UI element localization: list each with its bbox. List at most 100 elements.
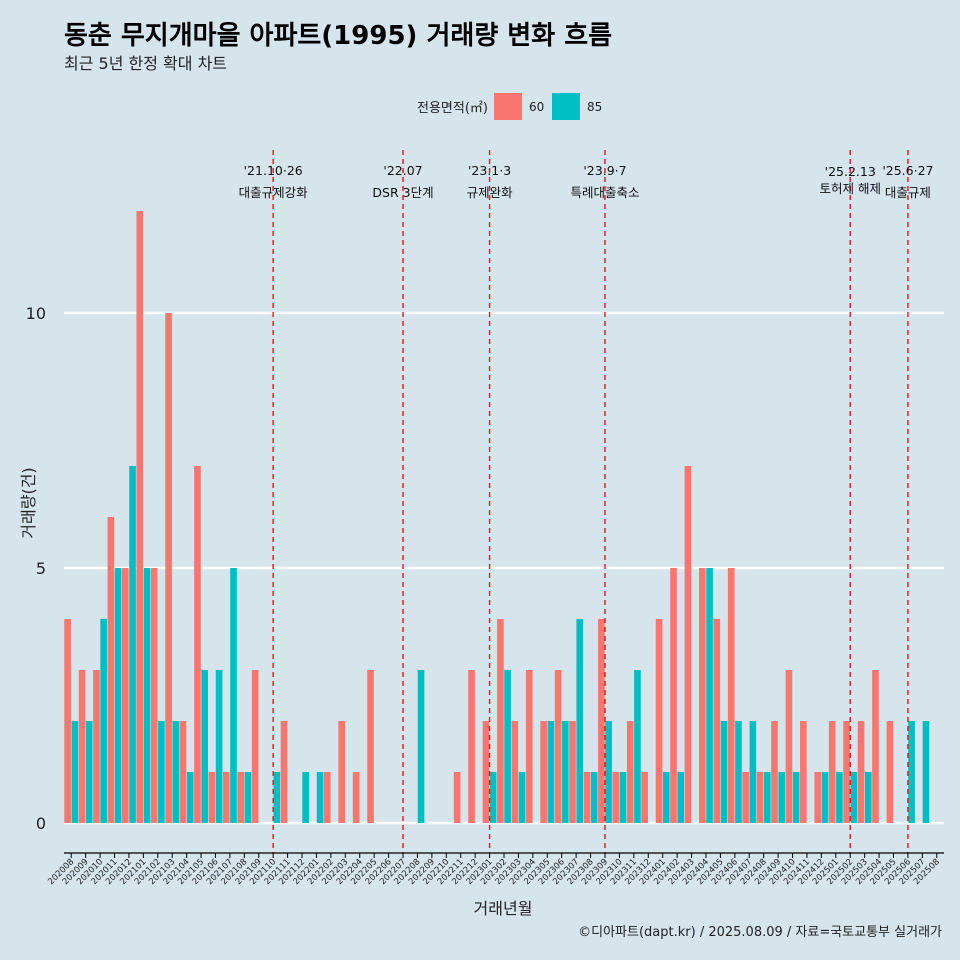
bar-85-202010 bbox=[100, 619, 107, 823]
bar-85-202502 bbox=[850, 772, 858, 823]
bar-60-202405 bbox=[713, 619, 721, 823]
bar-85-202008 bbox=[71, 721, 79, 823]
bar-60-202502 bbox=[843, 721, 850, 823]
bar-60-202311 bbox=[626, 721, 634, 823]
bar-85-202404 bbox=[706, 568, 713, 823]
bar-85-202402 bbox=[677, 772, 685, 823]
bar-85-202409 bbox=[778, 772, 786, 823]
bar-85-202311 bbox=[634, 670, 641, 823]
bar-60-202212 bbox=[468, 670, 475, 823]
bar-85-202301 bbox=[489, 772, 497, 823]
bar-60-202012 bbox=[122, 568, 129, 823]
bar-60-202303 bbox=[511, 721, 519, 823]
bar-60-202306 bbox=[554, 670, 562, 823]
bar-60-202308 bbox=[583, 772, 591, 823]
bar-85-202302 bbox=[504, 670, 511, 823]
bar-60-202301 bbox=[482, 721, 490, 823]
bar-60-202010 bbox=[93, 670, 100, 823]
bar-85-202308 bbox=[590, 772, 598, 823]
legend-label-85: 85 bbox=[587, 100, 602, 114]
bar-60-202211 bbox=[453, 772, 461, 823]
bar-60-202009 bbox=[78, 670, 86, 823]
bar-85-202011 bbox=[114, 568, 122, 823]
bar-85-202104 bbox=[186, 772, 194, 823]
bar-85-202201 bbox=[316, 772, 324, 823]
bar-85-202307 bbox=[576, 619, 584, 823]
bar-85-202310 bbox=[619, 772, 627, 823]
event-date: '25.6·27 bbox=[882, 163, 933, 178]
y-axis-title: 거래량(건) bbox=[19, 467, 38, 538]
bar-60-202105 bbox=[194, 466, 201, 823]
bar-60-202406 bbox=[727, 568, 735, 823]
bar-60-202403 bbox=[684, 466, 692, 823]
bar-60-202104 bbox=[179, 721, 187, 823]
event-label: 토허제 해제 bbox=[819, 181, 880, 196]
bar-60-202505 bbox=[886, 721, 894, 823]
y-axis: 0 5 10 bbox=[26, 304, 46, 833]
bar-60-202102 bbox=[150, 568, 158, 823]
bar-85-202106 bbox=[215, 670, 223, 823]
bar-85-202110 bbox=[273, 772, 281, 823]
bar-60-202101 bbox=[136, 211, 144, 823]
bar-85-202412 bbox=[821, 772, 829, 823]
bar-60-202302 bbox=[497, 619, 504, 823]
x-axis: 2020082020092020102020112020122021012021… bbox=[46, 852, 944, 887]
bar-60-202204 bbox=[352, 772, 360, 823]
legend: 전용면적(㎡) 60 85 bbox=[417, 93, 602, 120]
event-date: '22.07 bbox=[383, 163, 422, 178]
bar-60-202412 bbox=[814, 772, 822, 823]
bar-60-202401 bbox=[655, 619, 663, 823]
event-date: '21.10·26 bbox=[244, 163, 303, 178]
event-label: 규제완화 bbox=[467, 185, 514, 200]
bar-85-202406 bbox=[735, 721, 742, 823]
bar-60-202310 bbox=[612, 772, 620, 823]
bar-60-202205 bbox=[367, 670, 374, 823]
bar-85-202506 bbox=[908, 721, 915, 823]
event-lines bbox=[272, 150, 909, 853]
y-tick-label: 0 bbox=[36, 814, 46, 833]
bar-60-202305 bbox=[540, 721, 547, 823]
event-annotations: '21.10·26 대출규제강화 '22.07 DSR 3단계 '23.1·3 규제완화 '… bbox=[239, 163, 934, 200]
bar-60-202011 bbox=[107, 517, 115, 823]
event-date: '23.1·3 bbox=[468, 163, 511, 178]
bar-85-202208 bbox=[417, 670, 425, 823]
legend-label-60: 60 bbox=[529, 100, 544, 114]
bar-60-202203 bbox=[338, 721, 346, 823]
event-date: '25.2.13 bbox=[825, 164, 876, 179]
legend-swatch-85 bbox=[552, 93, 580, 120]
bar-60-202408 bbox=[756, 772, 764, 823]
bar-85-202012 bbox=[129, 466, 136, 823]
bar-85-202009 bbox=[85, 721, 93, 823]
bar-85-202303 bbox=[518, 772, 526, 823]
bar-60-202106 bbox=[208, 772, 216, 823]
event-label: 대출규제 bbox=[885, 185, 931, 200]
y-tick-label: 10 bbox=[26, 304, 46, 323]
bar-85-202101 bbox=[143, 568, 151, 823]
event-label: 특례대출축소 bbox=[570, 185, 639, 200]
event-label: DSR 3단계 bbox=[372, 185, 433, 200]
bar-85-202408 bbox=[763, 772, 771, 823]
chart-subtitle: 최근 5년 한정 확대 차트 bbox=[64, 54, 227, 73]
bar-60-202411 bbox=[800, 721, 807, 823]
event-label: 대출규제강화 bbox=[239, 185, 309, 200]
bar-85-202407 bbox=[749, 721, 757, 823]
bar-60-202503 bbox=[857, 721, 865, 823]
bar-60-202402 bbox=[670, 568, 677, 823]
legend-title: 전용면적(㎡) bbox=[417, 101, 488, 116]
bar-85-202507 bbox=[922, 721, 930, 823]
bar-60-202309 bbox=[598, 619, 605, 823]
bar-85-202305 bbox=[547, 721, 555, 823]
bar-60-202410 bbox=[785, 670, 793, 823]
bar-60-202407 bbox=[742, 772, 749, 823]
bar-60-202409 bbox=[771, 721, 778, 823]
bar-85-202503 bbox=[864, 772, 872, 823]
bar-60-202103 bbox=[165, 313, 172, 823]
bar-60-202008 bbox=[64, 619, 71, 823]
bar-85-202306 bbox=[562, 721, 569, 823]
bar-85-202107 bbox=[230, 568, 237, 823]
bar-60-202107 bbox=[222, 772, 230, 823]
bar-85-202105 bbox=[201, 670, 208, 823]
chart-caption: ©디아파트(dapt.kr) / 2025.08.09 / 자료=국토교통부 실… bbox=[578, 925, 942, 940]
bars bbox=[64, 211, 930, 823]
